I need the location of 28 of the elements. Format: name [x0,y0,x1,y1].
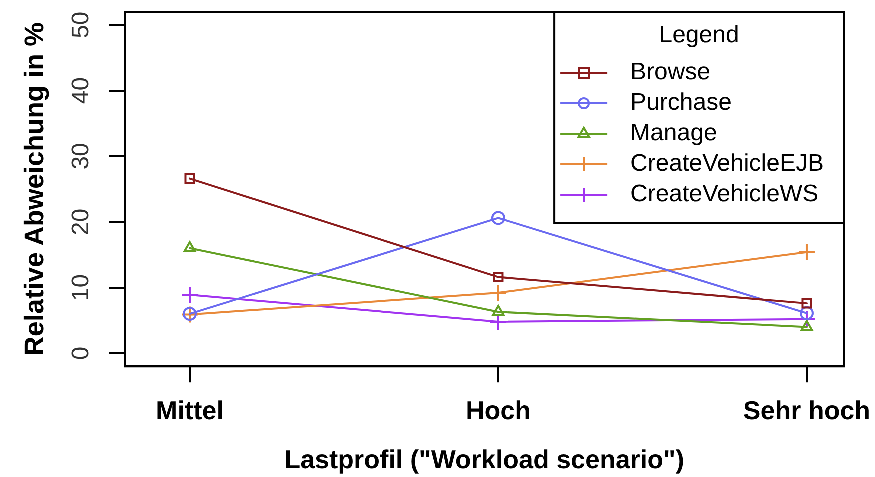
point [802,298,812,309]
legend-title: Legend [659,22,740,49]
y-tick-label: 40 [67,77,94,104]
point [489,284,508,302]
point [491,211,506,226]
x-tick-label: Mittel [156,395,224,426]
point [800,320,814,332]
x-tick-label: Hoch [466,395,531,426]
legend-label: Manage [630,120,718,147]
legend-label: CreateVehicleEJB [630,150,824,178]
y-axis-title: Relative Abweichung in % [20,22,50,356]
legend-label: Purchase [630,89,732,116]
legend-label: Browse [630,58,711,86]
x-axis-title: Lastprofil ("Workload scenario") [284,444,684,475]
point [798,310,816,328]
point [800,306,814,320]
point [492,305,505,316]
legend-label: CreateVehicleWS [630,180,819,208]
y-tick-label: 30 [67,143,94,170]
y-tick-label: 50 [67,12,94,38]
point [180,286,199,304]
y-tick-label: 0 [67,346,94,360]
point [798,243,816,262]
point [493,272,504,283]
y-tick-label: 10 [67,274,94,302]
y-tick-label: 20 [67,208,94,236]
point [184,174,196,184]
x-tick-label: Sehr hoch [743,395,871,426]
